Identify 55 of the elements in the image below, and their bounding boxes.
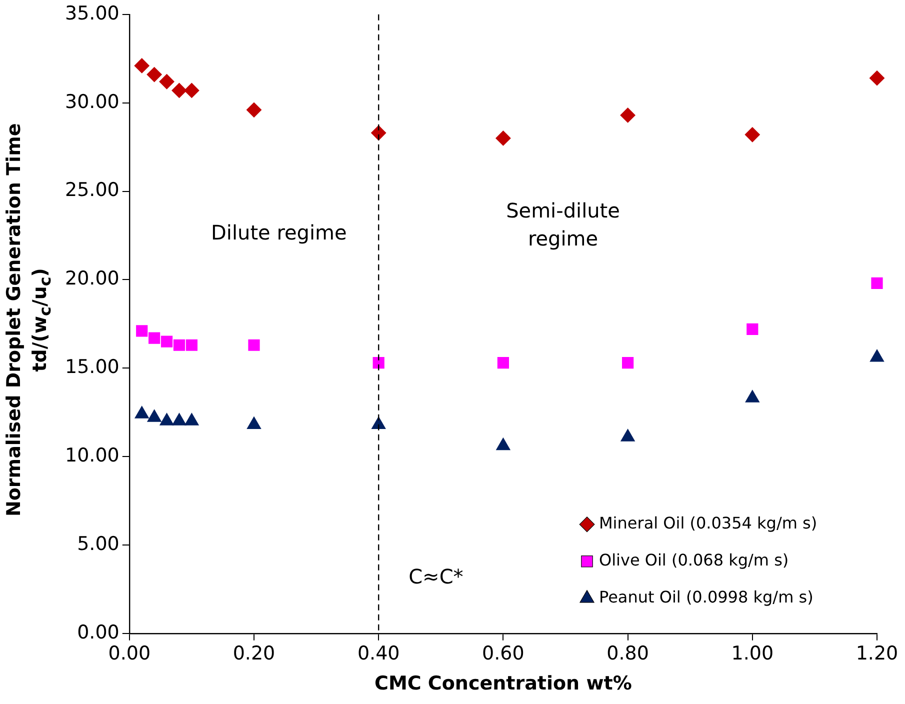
x-axis-title: CMC Concentration wt% xyxy=(374,672,632,695)
y-tick-label: 30.00 xyxy=(64,90,120,113)
point xyxy=(870,70,884,86)
point xyxy=(746,323,758,336)
x-tick-label: 0.40 xyxy=(357,642,400,665)
point xyxy=(620,108,636,123)
x-tick-label: 0.60 xyxy=(482,642,524,665)
point xyxy=(246,102,262,118)
annotation: Semi-dilute regime xyxy=(506,198,620,251)
y-tick-label: 5.00 xyxy=(77,532,120,555)
point xyxy=(247,416,261,429)
point xyxy=(184,82,200,98)
x-tick-label: 1.00 xyxy=(731,642,774,665)
point xyxy=(184,413,199,426)
point xyxy=(147,410,162,422)
point xyxy=(870,350,884,362)
point xyxy=(146,67,162,82)
x-tick-label: 0.20 xyxy=(232,642,276,665)
x-tick-label: 0.80 xyxy=(606,642,649,665)
point xyxy=(745,390,760,402)
point xyxy=(496,438,510,450)
point xyxy=(148,332,160,344)
point xyxy=(871,277,883,290)
point xyxy=(620,429,635,442)
ref-line-label: C≈C* xyxy=(408,564,464,589)
point xyxy=(497,357,509,369)
legend-label: Olive Oil (0.068 kg/m s) xyxy=(599,550,789,570)
x-tick-label: 1.20 xyxy=(856,642,898,665)
y-tick-label: 10.00 xyxy=(64,444,120,466)
point xyxy=(744,127,760,142)
y-tick-label: 0.00 xyxy=(77,621,120,644)
annotation: Dilute regime xyxy=(211,220,347,244)
point xyxy=(496,130,511,146)
point xyxy=(160,413,174,426)
point xyxy=(186,339,198,351)
y-tick-label: 20.00 xyxy=(64,268,120,290)
y-tick-label: 35.00 xyxy=(64,2,120,24)
point xyxy=(372,357,384,369)
y-tick-label: 15.00 xyxy=(64,356,120,378)
point xyxy=(134,58,150,74)
point xyxy=(172,82,187,98)
point xyxy=(372,416,386,429)
legend-label: Mineral Oil (0.0354 kg/m s) xyxy=(599,514,818,533)
legend-label: Peanut Oil (0.0998 kg/m s) xyxy=(599,588,814,607)
point xyxy=(134,406,149,418)
point xyxy=(159,74,174,90)
point xyxy=(371,125,386,140)
y-tick-label: 25.00 xyxy=(64,179,120,202)
point xyxy=(173,339,186,351)
point xyxy=(172,413,186,426)
point xyxy=(248,339,260,351)
x-tick-label: 0.00 xyxy=(108,642,151,665)
point xyxy=(160,336,173,348)
point xyxy=(622,357,634,369)
point xyxy=(136,325,148,337)
